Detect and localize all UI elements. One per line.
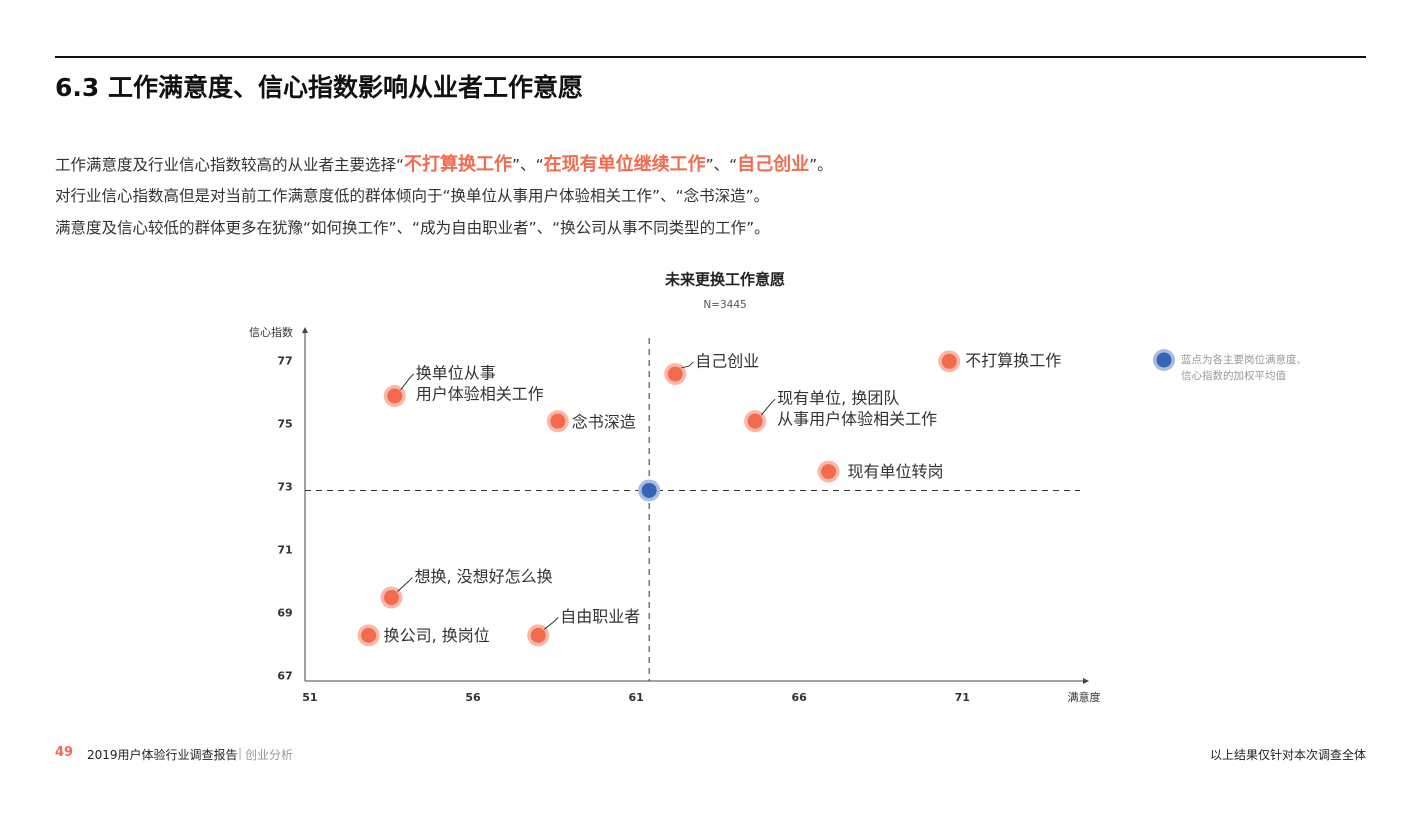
intro-text: ”。 <box>809 156 833 174</box>
intro-text: 对行业信心指数高但是对当前工作满意度低的群体倾向于“换单位从事用户体验相关工作”… <box>55 187 770 205</box>
point <box>380 586 403 609</box>
intro-line: 满意度及信心较低的群体更多在犹豫“如何换工作”、“成为自由职业者”、“换公司从事… <box>55 216 770 238</box>
point <box>817 460 840 483</box>
y-tick-label: 67 <box>277 669 292 682</box>
x-axis-label: 满意度 <box>1068 690 1101 704</box>
point <box>357 624 380 647</box>
leader-line <box>397 577 413 592</box>
point-dot <box>641 482 657 498</box>
point <box>938 350 961 373</box>
point-dot <box>361 627 377 643</box>
chart-title: 未来更换工作意愿 <box>664 271 785 289</box>
point <box>383 384 406 407</box>
footer-note: 以上结果仅针对本次调查全体 <box>1209 748 1366 762</box>
point-dot <box>387 388 403 404</box>
point-dot <box>667 366 683 382</box>
y-tick-label: 71 <box>277 543 292 556</box>
y-tick-label: 77 <box>277 354 292 367</box>
x-tick-label: 56 <box>465 691 481 704</box>
y-axis-label: 信心指数 <box>249 325 293 339</box>
x-axis-arrow <box>1083 678 1089 684</box>
leader-line <box>543 616 559 630</box>
separator: | <box>238 746 243 760</box>
page-title: 6.3 工作满意度、信心指数影响从业者工作意愿 <box>55 73 583 102</box>
point-dot <box>941 353 957 369</box>
intro-text: 工作满意度及行业信心指数较高的从业者主要选择“ <box>55 156 405 174</box>
highlight-text: 在现有单位继续工作 <box>543 154 706 175</box>
intro-line: 对行业信心指数高但是对当前工作满意度低的群体倾向于“换单位从事用户体验相关工作”… <box>55 184 769 206</box>
point <box>744 410 767 433</box>
page-number: 49 <box>55 745 74 760</box>
y-tick-label: 75 <box>277 417 292 430</box>
point <box>664 362 687 385</box>
point-label: 从事用户体验相关工作 <box>777 410 937 429</box>
point-label: 自己创业 <box>695 351 759 370</box>
point-label: 现有单位, 换团队 <box>777 389 899 408</box>
x-tick-label: 71 <box>955 691 970 704</box>
report-name: 2019用户体验行业调查报告 <box>87 748 238 762</box>
leader-line <box>760 398 776 416</box>
chart-subtitle: N=3445 <box>703 299 746 311</box>
point-label: 自由职业者 <box>560 607 640 626</box>
point-label: 现有单位转岗 <box>848 462 944 481</box>
top-rule <box>55 56 1366 58</box>
y-axis-arrow <box>302 327 308 333</box>
intro-text: ”、“ <box>512 156 544 174</box>
leader-line <box>400 373 415 391</box>
section-name: 创业分析 <box>245 748 294 762</box>
intro-line: 工作满意度及行业信心指数较高的从业者主要选择“不打算换工作”、“在现有单位继续工… <box>55 150 833 176</box>
y-tick-label: 73 <box>277 480 292 493</box>
leader-line <box>681 361 694 369</box>
point-dot <box>383 590 399 606</box>
point-label: 用户体验相关工作 <box>416 384 544 403</box>
y-tick-label: 69 <box>277 606 292 619</box>
x-tick-label: 66 <box>792 691 808 704</box>
point-label: 换公司, 换岗位 <box>384 626 490 645</box>
point <box>527 624 550 647</box>
legend-dot <box>1156 352 1172 368</box>
highlight-text: 不打算换工作 <box>404 154 513 175</box>
x-tick-label: 61 <box>628 691 643 704</box>
point <box>546 410 569 433</box>
intro-text: 满意度及信心较低的群体更多在犹豫“如何换工作”、“成为自由职业者”、“换公司从事… <box>55 219 770 237</box>
point-label: 念书深造 <box>572 413 636 432</box>
point-dot <box>550 413 566 429</box>
point <box>638 479 661 502</box>
highlight-text: 自己创业 <box>737 154 810 175</box>
legend-text: 蓝点为各主要岗位满意度、信心指数的加权平均值 <box>1181 354 1307 382</box>
point-dot <box>821 464 837 480</box>
point-label: 不打算换工作 <box>965 351 1061 370</box>
point-dot <box>530 627 546 643</box>
intro-text: ”、“ <box>705 156 738 174</box>
point-label: 想换, 没想好怎么换 <box>414 567 552 586</box>
point-dot <box>747 413 763 429</box>
point-label: 换单位从事 <box>416 363 496 382</box>
x-tick-label: 51 <box>302 691 317 704</box>
